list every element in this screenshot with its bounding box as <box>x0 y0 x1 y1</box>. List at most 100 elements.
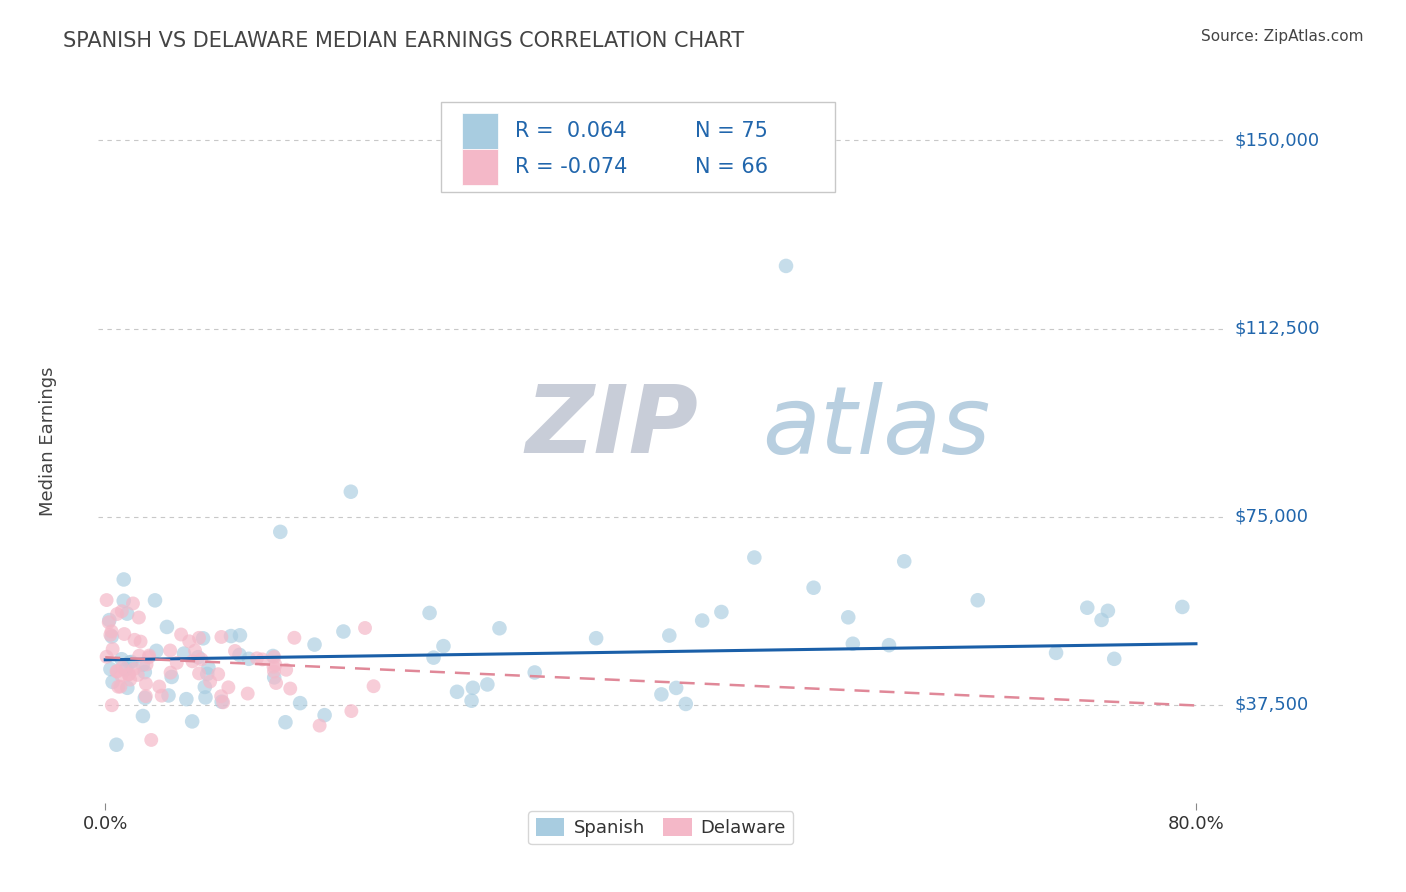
Point <box>332 624 354 639</box>
Point <box>229 628 252 642</box>
Text: $75,000: $75,000 <box>1234 508 1309 525</box>
Point <box>842 637 865 651</box>
Point <box>148 680 170 694</box>
Point <box>212 695 235 709</box>
Point <box>675 697 697 711</box>
Point <box>100 630 122 644</box>
Point <box>111 604 134 618</box>
Point <box>274 715 297 730</box>
Point <box>157 689 180 703</box>
Point <box>837 610 859 624</box>
Legend: Spanish, Delaware: Spanish, Delaware <box>529 811 793 845</box>
Point <box>134 690 156 705</box>
Point <box>187 650 209 665</box>
Point <box>460 694 482 708</box>
Point <box>340 704 363 718</box>
Point <box>181 654 204 668</box>
Point <box>141 733 163 747</box>
Point <box>145 644 167 658</box>
Point <box>198 674 221 689</box>
Point <box>101 642 124 657</box>
Point <box>112 573 135 587</box>
Point <box>585 631 607 645</box>
Point <box>100 624 122 639</box>
Point <box>156 620 179 634</box>
Point <box>269 524 291 539</box>
Point <box>263 665 285 679</box>
Point <box>107 680 129 694</box>
Point <box>224 644 246 658</box>
Point <box>111 660 134 674</box>
Point <box>115 607 138 621</box>
Point <box>105 665 128 679</box>
Point <box>117 667 139 681</box>
Text: $150,000: $150,000 <box>1234 131 1319 150</box>
FancyBboxPatch shape <box>461 149 498 185</box>
Point <box>523 665 546 680</box>
Text: Median Earnings: Median Earnings <box>39 367 56 516</box>
Point <box>124 632 146 647</box>
Point <box>135 689 157 703</box>
Point <box>252 652 274 666</box>
Text: $37,500: $37,500 <box>1234 696 1309 714</box>
Point <box>197 660 219 674</box>
Point <box>129 634 152 648</box>
Point <box>127 668 149 682</box>
Point <box>195 667 218 681</box>
Point <box>128 610 150 624</box>
Point <box>150 689 173 703</box>
Point <box>314 708 336 723</box>
Point <box>1090 613 1112 627</box>
Point <box>143 593 166 607</box>
Point <box>118 656 141 670</box>
Point <box>194 680 217 694</box>
Point <box>690 614 713 628</box>
Point <box>173 647 195 661</box>
Point <box>159 643 181 657</box>
Point <box>446 685 468 699</box>
Point <box>710 605 733 619</box>
Point <box>191 632 214 646</box>
Point <box>278 681 301 696</box>
Point <box>122 596 145 610</box>
Point <box>209 630 232 644</box>
Point <box>98 613 121 627</box>
Point <box>422 650 444 665</box>
Point <box>966 593 988 607</box>
Point <box>650 687 672 701</box>
Point <box>893 554 915 568</box>
Point <box>340 484 363 499</box>
Point <box>477 677 499 691</box>
Point <box>246 651 269 665</box>
Point <box>288 696 311 710</box>
Point <box>132 709 155 723</box>
Point <box>122 662 145 676</box>
Point <box>101 675 124 690</box>
Point <box>194 690 217 705</box>
Point <box>135 657 157 672</box>
Point <box>1171 599 1194 614</box>
Point <box>138 648 160 663</box>
Point <box>135 677 157 691</box>
Point <box>1097 604 1119 618</box>
Point <box>264 676 287 690</box>
Point <box>112 627 135 641</box>
Point <box>264 657 287 672</box>
Point <box>775 259 797 273</box>
Point <box>112 594 135 608</box>
Point <box>105 738 128 752</box>
Point <box>188 631 211 645</box>
Point <box>1076 600 1098 615</box>
Point <box>354 621 377 635</box>
Point <box>236 687 259 701</box>
FancyBboxPatch shape <box>461 112 498 149</box>
Point <box>283 631 305 645</box>
Text: Source: ZipAtlas.com: Source: ZipAtlas.com <box>1201 29 1364 44</box>
Point <box>209 690 232 704</box>
Point <box>238 652 260 666</box>
Point <box>211 695 233 709</box>
Point <box>461 681 484 695</box>
Point <box>263 659 285 673</box>
Point <box>188 666 211 681</box>
Point <box>363 679 385 693</box>
